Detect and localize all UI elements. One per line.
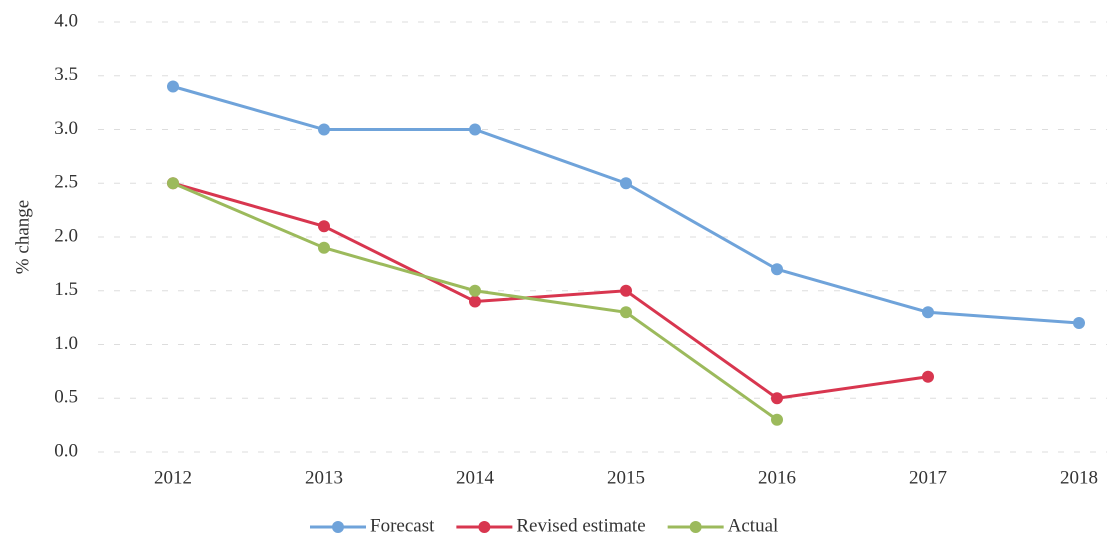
legend-label: Actual xyxy=(728,515,779,536)
x-tick-label: 2016 xyxy=(758,467,796,488)
x-tick-label: 2017 xyxy=(909,467,947,488)
legend-marker xyxy=(478,521,491,533)
legend-label: Forecast xyxy=(370,515,435,536)
y-tick-label: 2.0 xyxy=(54,225,78,246)
y-tick-label: 4.0 xyxy=(54,10,78,31)
y-tick-label: 3.0 xyxy=(54,118,78,139)
point xyxy=(771,392,783,405)
point xyxy=(318,241,330,254)
x-tick-label: 2012 xyxy=(154,467,192,488)
point xyxy=(167,177,179,190)
x-tick-label: 2014 xyxy=(456,467,495,488)
legend-marker xyxy=(689,521,702,533)
point xyxy=(469,123,481,136)
y-tick-label: 1.0 xyxy=(54,333,78,354)
point xyxy=(922,370,934,383)
legend-label: Revised estimate xyxy=(516,515,645,536)
y-tick-label: 2.5 xyxy=(54,172,78,193)
point xyxy=(318,123,330,136)
point xyxy=(922,306,934,319)
point xyxy=(469,295,481,308)
point xyxy=(771,263,783,276)
point xyxy=(318,220,330,233)
point xyxy=(771,413,783,426)
x-tick-label: 2013 xyxy=(305,467,343,488)
y-tick-label: 3.5 xyxy=(54,64,78,85)
x-tick-label: 2018 xyxy=(1060,467,1098,488)
point xyxy=(1073,317,1085,329)
series-line xyxy=(172,181,929,400)
point xyxy=(620,284,632,297)
point xyxy=(620,306,632,319)
y-tick-label: 1.5 xyxy=(54,279,78,300)
y-axis-label: % change xyxy=(12,200,33,274)
point xyxy=(620,177,632,190)
x-tick-label: 2015 xyxy=(607,467,645,488)
point xyxy=(167,80,179,93)
point xyxy=(469,284,481,297)
legend-marker xyxy=(332,521,344,533)
y-tick-label: 0.5 xyxy=(54,387,78,408)
y-tick-label: 0.0 xyxy=(54,440,78,461)
